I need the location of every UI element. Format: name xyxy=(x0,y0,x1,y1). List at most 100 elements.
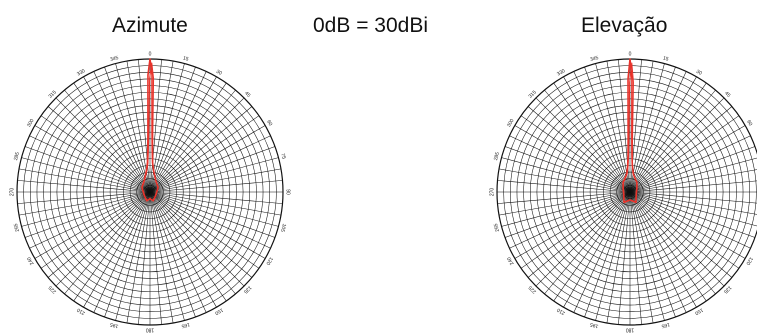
azimuth-tick-label: 45 xyxy=(243,91,251,99)
azimuth-spoke xyxy=(138,191,151,325)
azimuth-spoke xyxy=(93,71,151,193)
azimuth-spoke xyxy=(93,191,151,313)
elevation-tick-label: 330 xyxy=(556,68,566,77)
elevation-spoke xyxy=(629,191,757,204)
azimuth-tick-label: 315 xyxy=(48,89,58,99)
elevation-spoke xyxy=(618,191,631,325)
elevation-spoke xyxy=(514,191,631,259)
azimuth-title: Azimute xyxy=(112,14,188,37)
azimuth-tick-label: 15 xyxy=(182,55,189,62)
elevation-tick-label: 135 xyxy=(722,284,732,294)
azimuth-spoke xyxy=(149,71,207,193)
azimuth-spoke xyxy=(29,191,151,249)
elevation-tick-label: 315 xyxy=(528,89,538,99)
elevation-spoke xyxy=(497,180,631,193)
elevation-spoke xyxy=(629,191,757,215)
azimuth-tick-label: 195 xyxy=(109,321,119,329)
elevation-spoke xyxy=(573,71,631,193)
elevation-spoke xyxy=(629,180,757,193)
elevation-spoke xyxy=(629,82,707,193)
elevation-spoke xyxy=(629,191,751,249)
azimuth-spoke xyxy=(149,191,271,249)
azimuth-spoke xyxy=(149,191,196,318)
elevation-spoke xyxy=(629,157,757,193)
azimuth-spoke xyxy=(149,191,174,324)
elevation-tick-label: 15 xyxy=(662,55,669,62)
azimuth-pattern-series xyxy=(141,58,159,202)
elevation-spoke xyxy=(584,191,631,318)
elevation-spoke xyxy=(527,191,631,278)
azimuth-tick-label: 330 xyxy=(76,68,86,77)
azimuth-spoke xyxy=(149,191,217,308)
elevation-tick-label: 60 xyxy=(745,119,753,127)
azimuth-spoke xyxy=(40,191,151,269)
azimuth-tick-label: 30 xyxy=(215,69,223,77)
elevation-spoke xyxy=(629,66,676,193)
elevation-spoke xyxy=(629,59,642,193)
elevation-spoke xyxy=(629,191,740,269)
azimuth-spoke xyxy=(149,115,260,193)
azimuth-spoke xyxy=(149,191,245,287)
azimuth-spoke xyxy=(149,82,227,193)
azimuth-spoke xyxy=(17,180,151,193)
azimuth-spoke xyxy=(149,89,236,193)
elevation-spoke xyxy=(629,191,733,278)
elevation-spoke xyxy=(629,146,756,193)
azimuth-spoke xyxy=(34,191,151,259)
elevation-spoke xyxy=(501,191,631,227)
elevation-polar-chart: 0153045607590105120135150165180195210225… xyxy=(489,51,757,333)
azimuth-spoke xyxy=(149,191,266,259)
elevation-spoke xyxy=(629,191,707,302)
azimuth-spoke xyxy=(149,135,271,193)
azimuth-spoke xyxy=(149,125,266,193)
azimuth-tick-label: 90 xyxy=(285,189,291,195)
elevation-spoke xyxy=(629,191,676,318)
elevation-spoke xyxy=(535,191,631,287)
elevation-spoke xyxy=(629,191,642,325)
azimuth-spoke xyxy=(64,89,151,193)
azimuth-spoke xyxy=(83,191,151,308)
azimuth-tick-label: 150 xyxy=(214,307,224,316)
azimuth-spoke xyxy=(47,106,151,193)
elevation-spoke xyxy=(629,191,725,287)
elevation-spoke xyxy=(498,168,631,193)
azimuth-spoke xyxy=(104,66,151,193)
elevation-pattern-series xyxy=(622,58,638,204)
azimuth-spoke xyxy=(64,191,151,295)
azimuth-spoke xyxy=(149,191,282,216)
azimuth-tick-label: 75 xyxy=(279,153,286,160)
elevation-spoke xyxy=(629,63,665,193)
azimuth-spoke xyxy=(55,191,151,287)
elevation-tick-label: 255 xyxy=(493,223,501,233)
elevation-spoke xyxy=(629,191,757,227)
elevation-spoke xyxy=(527,106,631,193)
azimuth-spoke xyxy=(126,191,151,324)
azimuth-spoke xyxy=(149,191,276,238)
elevation-spoke xyxy=(629,135,751,193)
elevation-spoke xyxy=(595,63,631,193)
elevation-spoke xyxy=(573,191,631,313)
elevation-spoke xyxy=(606,60,631,193)
azimuth-spoke xyxy=(149,66,196,193)
elevation-spoke xyxy=(504,191,631,238)
elevation-tick-label: 120 xyxy=(744,256,753,266)
elevation-grid xyxy=(496,58,757,326)
azimuth-tick-label: 105 xyxy=(279,223,287,233)
elevation-tick-label: 180 xyxy=(626,327,635,333)
elevation-spoke xyxy=(629,76,697,193)
azimuth-spoke xyxy=(55,97,151,193)
azimuth-spoke xyxy=(73,82,151,193)
azimuth-spoke xyxy=(149,63,185,193)
elevation-tick-label: 195 xyxy=(589,321,599,329)
elevation-spoke xyxy=(563,191,631,308)
elevation-tick-label: 0 xyxy=(629,51,632,57)
elevation-spoke xyxy=(544,191,631,295)
azimuth-spoke xyxy=(104,191,151,318)
elevation-tick-label: 210 xyxy=(556,306,566,315)
elevation-spoke xyxy=(514,125,631,193)
elevation-spoke xyxy=(563,76,631,193)
elevation-spoke xyxy=(606,191,631,324)
azimuth-spoke xyxy=(149,191,253,278)
azimuth-spoke xyxy=(149,168,282,193)
elevation-spoke xyxy=(629,125,746,193)
